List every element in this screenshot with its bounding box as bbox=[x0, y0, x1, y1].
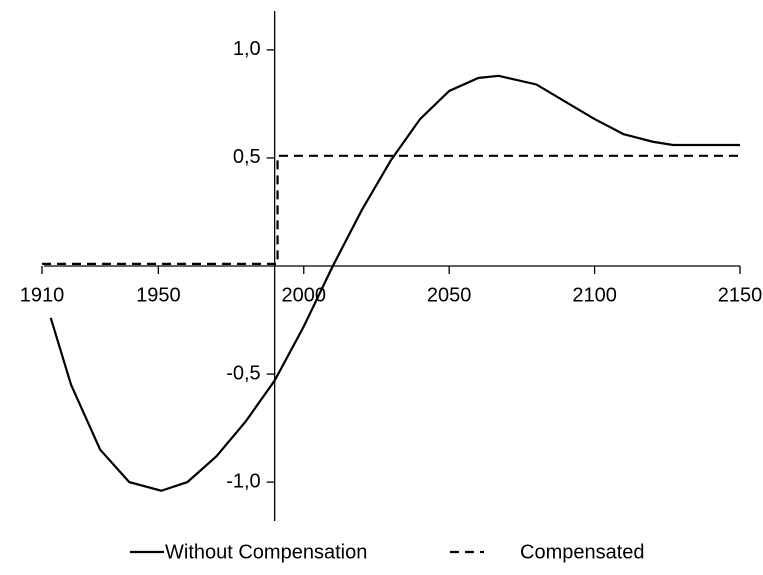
legend-label: Without Compensation bbox=[165, 541, 367, 563]
series-line bbox=[49, 74, 740, 492]
x-tick-label: 2000 bbox=[282, 284, 327, 306]
x-tick-label: 2100 bbox=[572, 284, 617, 306]
series-line bbox=[42, 154, 740, 265]
y-tick-label: -1,0 bbox=[226, 470, 260, 492]
x-tick-label: 1950 bbox=[136, 284, 181, 306]
x-tick-label: 2050 bbox=[427, 284, 472, 306]
y-tick-label: -0,5 bbox=[226, 362, 260, 384]
x-tick-label: 1910 bbox=[20, 284, 65, 306]
x-tick-label: 2150 bbox=[718, 284, 763, 306]
y-tick-label: 0,5 bbox=[233, 146, 261, 168]
legend-label: Compensated bbox=[520, 541, 645, 563]
y-tick-label: 1,0 bbox=[233, 38, 261, 60]
